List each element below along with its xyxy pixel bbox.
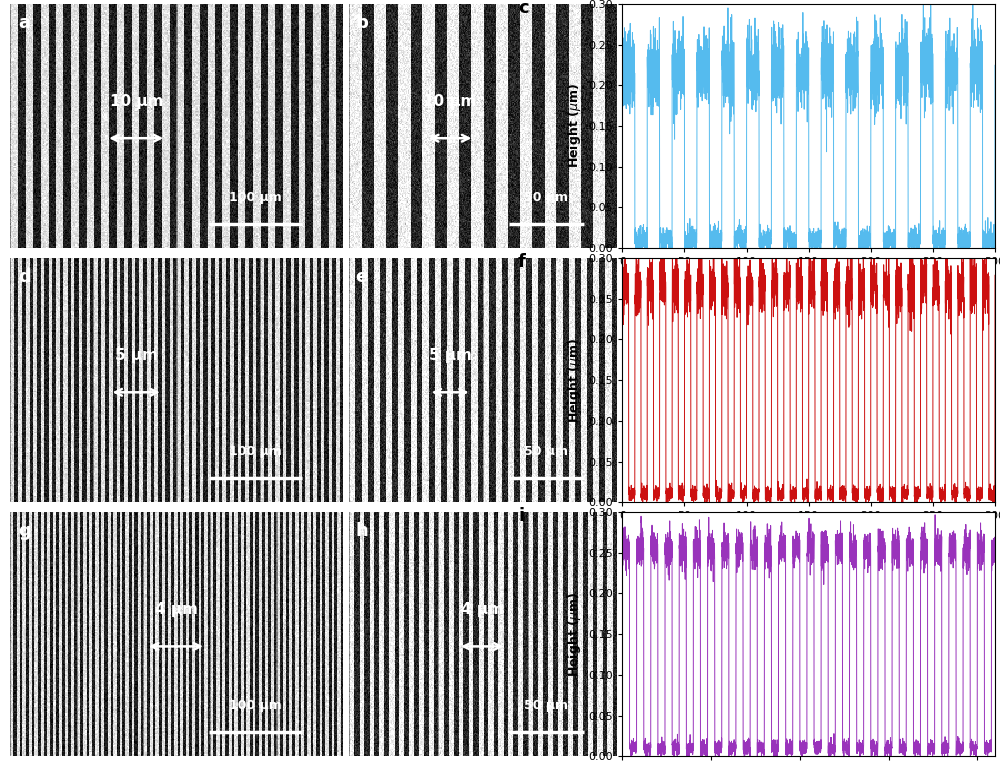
- Y-axis label: Height ($\mu$m): Height ($\mu$m): [566, 83, 583, 168]
- Text: 50 μm: 50 μm: [524, 699, 568, 712]
- Text: i: i: [518, 507, 524, 525]
- Text: 100 μm: 100 μm: [229, 699, 282, 712]
- Text: g: g: [18, 522, 31, 540]
- X-axis label: Distance ($\mu$m): Distance ($\mu$m): [759, 273, 858, 290]
- Text: h: h: [355, 522, 368, 540]
- Text: 5 μm: 5 μm: [429, 348, 472, 363]
- Text: 5 μm: 5 μm: [115, 348, 158, 363]
- Text: 50 μm: 50 μm: [524, 445, 568, 458]
- Text: e: e: [355, 267, 368, 286]
- Text: 100 μm: 100 μm: [229, 445, 282, 458]
- Text: 50 μm: 50 μm: [524, 191, 568, 204]
- Text: f: f: [518, 253, 526, 271]
- Text: 4 μm: 4 μm: [155, 602, 197, 617]
- Text: 100 μm: 100 μm: [229, 191, 282, 204]
- Text: 10 μm: 10 μm: [423, 94, 477, 109]
- Y-axis label: Height ($\mu$m): Height ($\mu$m): [566, 338, 583, 422]
- Text: c: c: [518, 0, 529, 17]
- X-axis label: Distance ($\mu$m): Distance ($\mu$m): [759, 527, 858, 544]
- Text: d: d: [18, 267, 31, 286]
- Text: 4 μm: 4 μm: [461, 602, 504, 617]
- Text: 10 μm: 10 μm: [110, 94, 163, 109]
- Text: b: b: [355, 14, 368, 31]
- Y-axis label: Height ($\mu$m): Height ($\mu$m): [566, 592, 583, 677]
- Text: a: a: [18, 14, 30, 31]
